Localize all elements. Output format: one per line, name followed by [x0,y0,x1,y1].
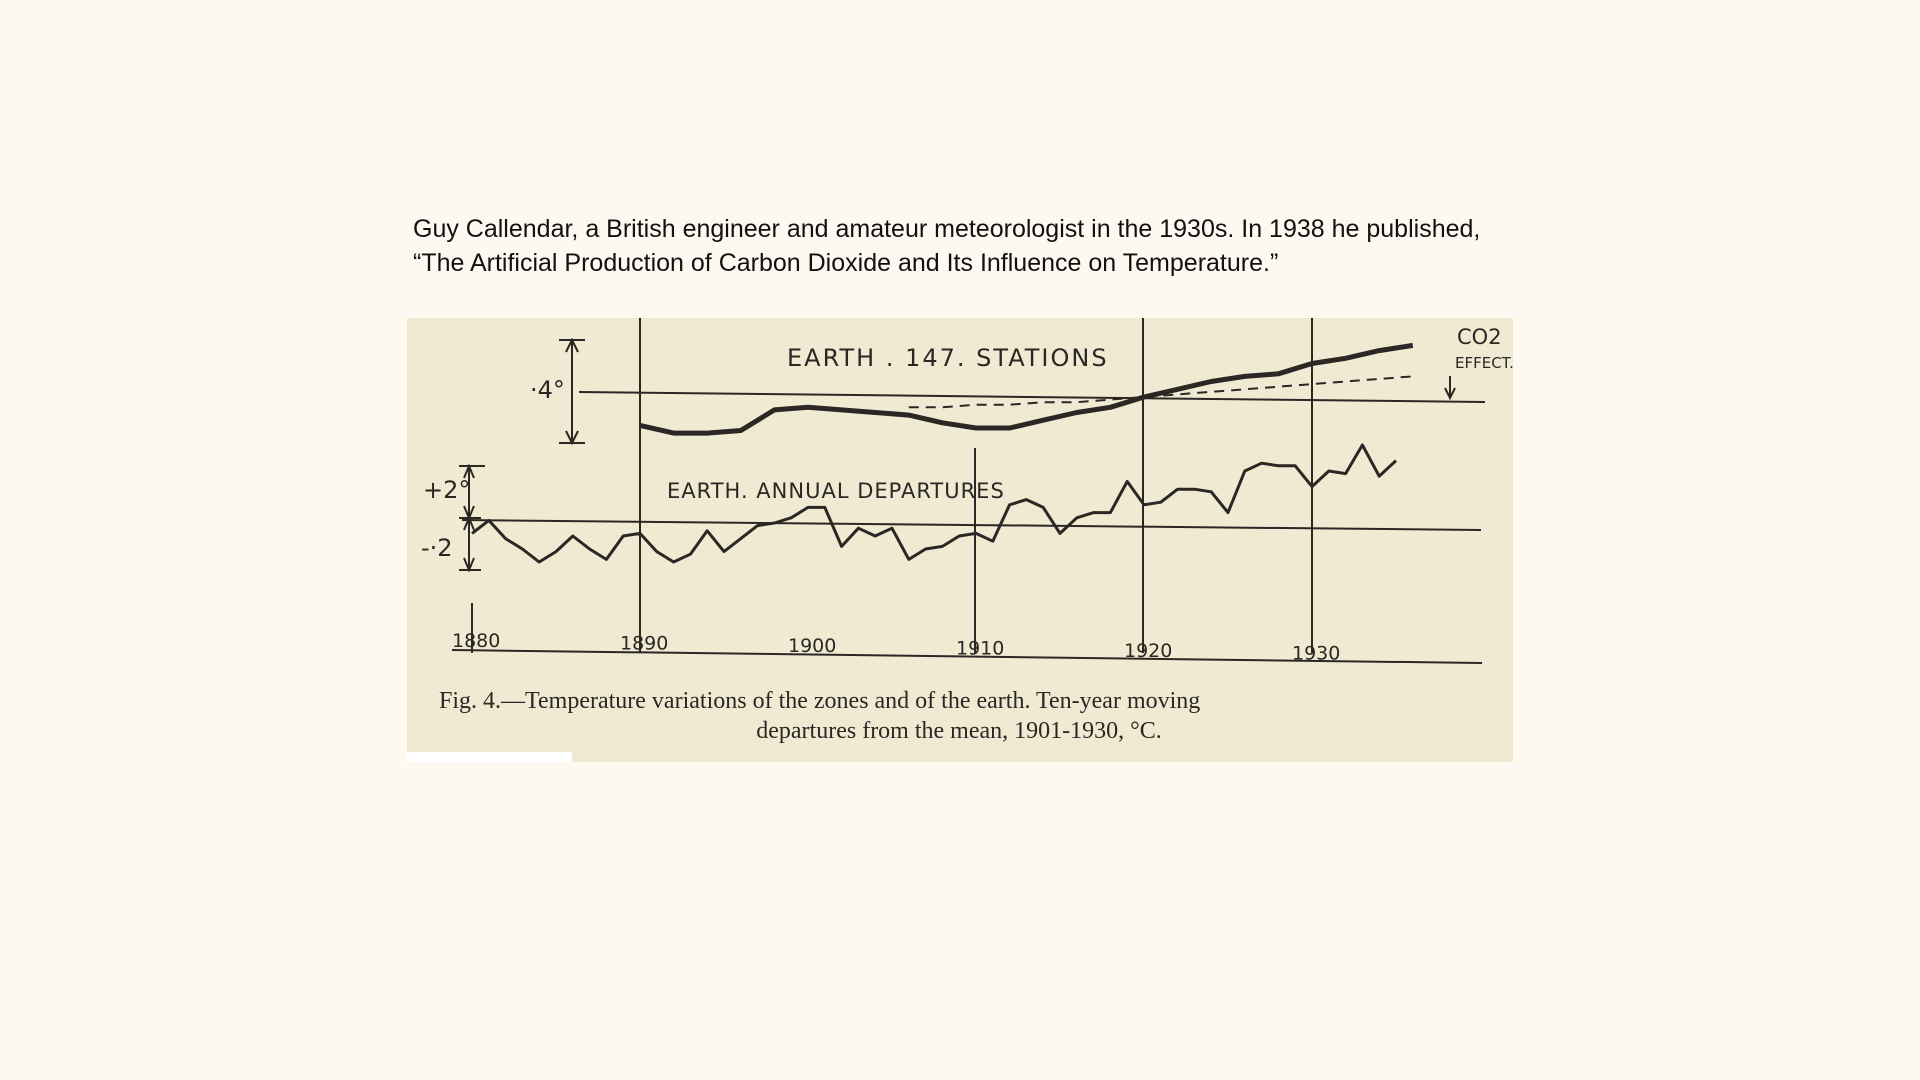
year-tick-1890: 1890 [620,633,668,655]
year-tick-1900: 1900 [788,635,836,657]
upper-moving-average-line [639,342,1414,436]
upper-scale-value: ·4° [530,376,565,404]
year-tick-1910: 1910 [956,638,1004,660]
lower-scale-plus: +2° [423,476,470,504]
upper-zero-line [578,391,1486,403]
effect-label: EFFECT. [1455,354,1513,372]
upper-series-label: EARTH . 147. STATIONS [787,344,1109,372]
lower-scale-minus: -·2 [421,534,453,562]
intro-text: Guy Callendar, a British engineer and am… [413,215,1481,277]
lower-series-label: EARTH. ANNUAL DEPARTURES [667,479,1005,503]
year-tick-1920: 1920 [1124,640,1172,662]
annual-departures-line [471,443,1398,564]
figure-caption-line-2: departures from the mean, 1901-1930, °C. [756,718,1162,744]
figure-caption-line-1: Fig. 4.—Temperature variations of the zo… [439,688,1201,714]
figure-edge-patch [407,752,572,762]
co2-label: CO2 [1457,325,1502,349]
lower-zero-line [461,519,1482,531]
time-axis [451,649,1483,664]
figure-chart-svg: EARTH . 147. STATIONS EARTH. ANNUAL DEPA… [421,318,1513,665]
callendar-figure: EARTH . 147. STATIONS EARTH. ANNUAL DEPA… [407,318,1513,762]
year-tick-1880: 1880 [452,630,500,652]
year-tick-1930: 1930 [1292,643,1340,665]
